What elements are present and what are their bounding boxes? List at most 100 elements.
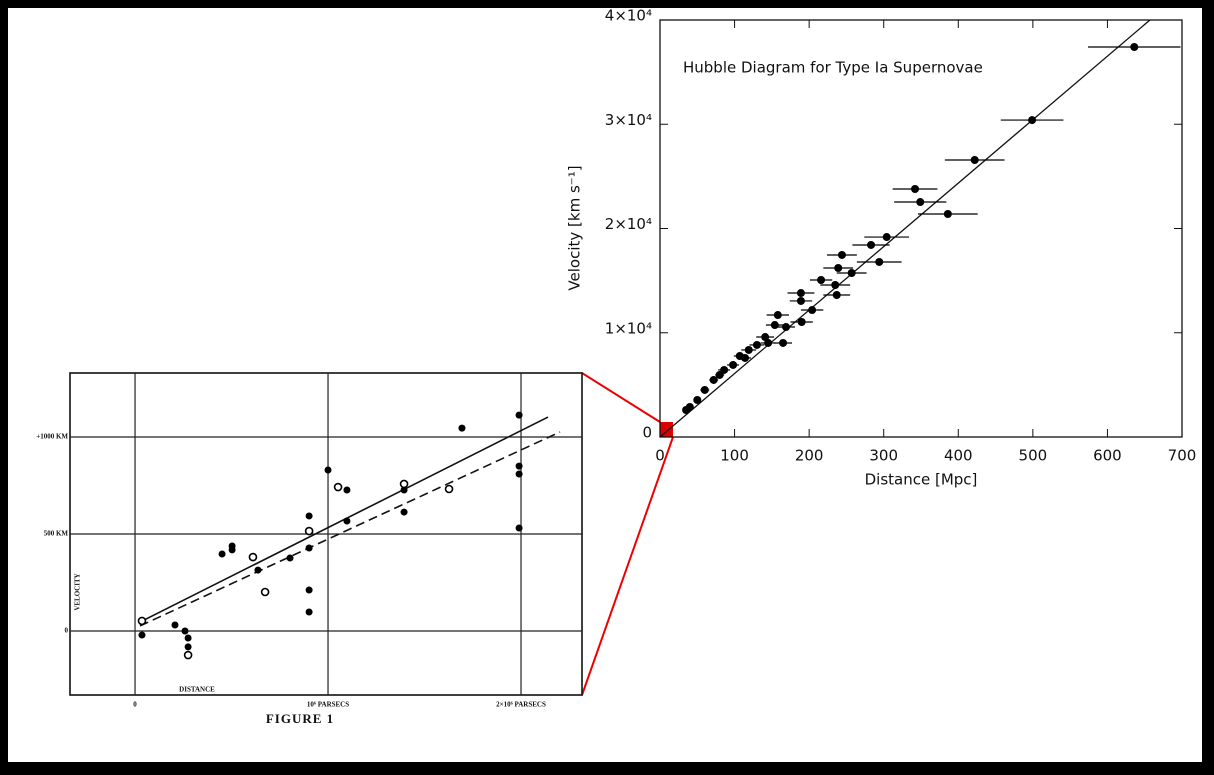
canvas [8,8,1202,762]
data-point [171,621,179,629]
y-tick-label: +1000 KM [36,433,68,441]
data-point [943,210,952,219]
y-axis-label: VELOCITY [74,573,82,610]
data-point [184,643,192,651]
caption: FIGURE 1 [266,711,334,726]
data-point [832,291,841,300]
chart: 0 500 KM +1000 KM 0 10⁶ PARSECS 2×10⁶ PARSECS… [36,372,583,726]
x-tick-label: 300 [869,447,898,465]
data-point [218,550,226,558]
data-point [834,264,843,273]
data-point [400,508,408,516]
x-tick-label: 10⁶ PARSECS [307,701,349,709]
x-axis-label: DISTANCE [179,686,215,694]
data-point [782,323,791,332]
data-point [875,257,884,266]
data-point [770,321,779,330]
data-point [779,338,788,347]
data-point [248,552,258,562]
data-point [181,627,189,635]
data-point [305,608,313,616]
data-point [796,296,805,305]
data-point [343,517,351,525]
data-point [260,587,270,597]
y-axis-label: Velocity [km s⁻¹] [566,165,584,290]
data-point [682,405,691,414]
data-point [399,479,409,489]
data-point [1028,116,1037,125]
chart: 0 1×10⁴ 2×10⁴ 3×10⁴ 4×10⁴ 0 100 200 300 400 500 600… [566,7,1197,489]
y-tick-label: 4×10⁴ [605,7,652,25]
data-point [515,524,523,532]
fit-line [139,431,561,627]
data-point [137,616,147,626]
x-tick-label: 0 [655,447,665,465]
x-tick-label: 200 [795,447,824,465]
y-tick-label: 1×10⁴ [605,319,652,337]
data-point [324,466,332,474]
data-point [970,156,979,165]
x-tick-label: 500 [1019,447,1048,465]
data-point [515,411,523,419]
y-tick-label: 0 [65,627,69,635]
chart-title: Hubble Diagram for Type Ia Supernovae [683,59,983,77]
data-point [343,486,351,494]
data-point [752,340,761,349]
zoom-line [581,372,661,423]
x-tick-label: 2×10⁶ PARSECS [496,701,546,709]
data-point [254,566,262,574]
data-point [764,338,773,347]
data-point [286,554,294,562]
zoom-box [660,422,673,437]
data-point [709,375,718,384]
data-point [693,395,702,404]
x-axis-label: Distance [Mpc] [865,471,978,489]
data-point [916,198,925,207]
data-point [183,650,193,660]
data-point [515,470,523,478]
data-point [741,353,750,362]
y-tick-label: 2×10⁴ [605,215,652,233]
y-tick-label: 500 KM [44,530,69,538]
x-tick-label: 400 [944,447,973,465]
data-point [882,233,891,242]
data-point [817,275,826,284]
data-point [444,484,454,494]
data-point [797,318,806,327]
fit-line [660,20,1151,437]
data-point [761,333,770,342]
data-point [184,634,192,642]
x-tick-label: 100 [720,447,749,465]
data-point [228,546,236,554]
x-tick-label: 600 [1093,447,1122,465]
x-tick-label: 700 [1168,447,1197,465]
data-point [831,281,840,290]
data-point [796,289,805,298]
data-point [729,360,738,369]
y-tick-label: 0 [642,424,652,442]
data-point [305,512,313,520]
data-point [305,586,313,594]
data-point [458,424,466,432]
data-point [808,306,817,315]
data-point [138,631,146,639]
data-point [837,250,846,259]
data-point [1130,43,1139,52]
y-tick-label: 3×10⁴ [605,111,652,129]
x-tick-label: 0 [133,701,137,709]
data-point [744,345,753,354]
data-point [773,311,782,320]
data-point [333,482,343,492]
data-point [700,385,709,394]
zoom-line [581,436,674,696]
data-point [305,544,313,552]
data-point [515,462,523,470]
data-point [400,486,408,494]
data-point [715,370,724,379]
data-point [304,526,314,536]
data-point [867,240,876,249]
data-point [911,184,920,193]
data-point [847,269,856,278]
